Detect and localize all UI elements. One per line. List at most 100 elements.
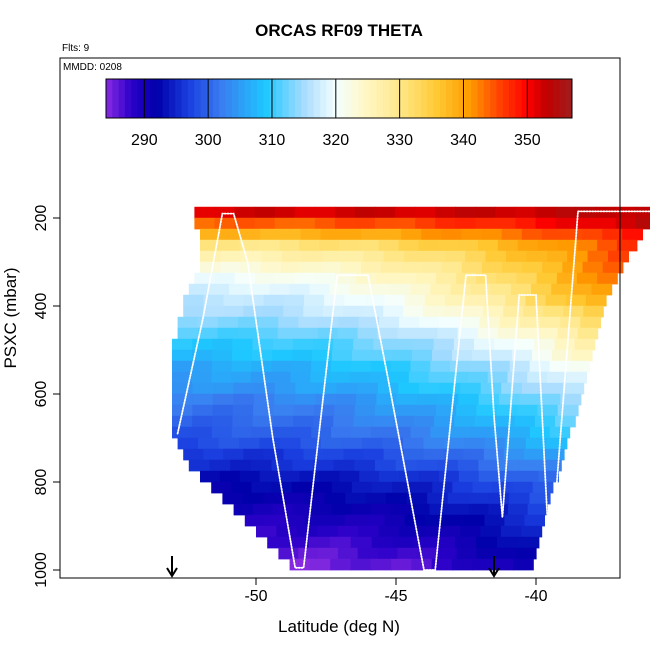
- heatmap-cell: [597, 272, 618, 285]
- heatmap-cell: [444, 250, 466, 263]
- heatmap-cell: [430, 283, 452, 296]
- heatmap-cell: [183, 305, 204, 318]
- heatmap-cell: [391, 558, 412, 571]
- heatmap-cell: [324, 514, 346, 527]
- heatmap-cell: [312, 459, 335, 472]
- colorbar-slice: [294, 79, 302, 118]
- heatmap-cell: [483, 448, 505, 461]
- colorbar-slice: [420, 79, 428, 118]
- heatmap-cell: [364, 514, 386, 527]
- heatmap-cell: [335, 272, 357, 285]
- heatmap-cell: [350, 360, 372, 373]
- heatmap-cell: [443, 305, 464, 318]
- heatmap-cell: [438, 239, 459, 252]
- heatmap-cell: [344, 514, 366, 527]
- heatmap-cell: [397, 547, 418, 560]
- heatmap-cell: [519, 459, 542, 472]
- heatmap-cell: [432, 481, 453, 494]
- heatmap-cell: [552, 349, 573, 362]
- heatmap-cell: [489, 360, 511, 373]
- heatmap-cell: [357, 382, 379, 395]
- heatmap-cell: [602, 228, 623, 241]
- heatmap-cell: [311, 360, 332, 373]
- heatmap-cell: [459, 316, 481, 329]
- heatmap-cell: [556, 272, 578, 285]
- heatmap-cell: [219, 470, 241, 483]
- heatmap-cell: [333, 415, 355, 428]
- heatmap-cell: [234, 217, 256, 230]
- heatmap-cell: [403, 448, 425, 461]
- x-tick-label: -50: [244, 588, 267, 605]
- heatmap-cell: [437, 327, 459, 340]
- heatmap-cell: [514, 338, 535, 351]
- heatmap-cell: [418, 382, 441, 395]
- heatmap-cell: [283, 305, 304, 318]
- heatmap-cell: [389, 371, 410, 384]
- heatmap-cell: [267, 536, 289, 549]
- heatmap-cell: [263, 305, 284, 318]
- heatmap-cell: [233, 393, 255, 406]
- heatmap-cell: [378, 316, 400, 329]
- heatmap-cell: [499, 459, 521, 472]
- heatmap-cell: [253, 393, 275, 406]
- heatmap-cell: [360, 228, 382, 241]
- heatmap-cell: [172, 393, 194, 406]
- heatmap-cell: [464, 437, 486, 450]
- heatmap-cell: [410, 503, 431, 516]
- colorbar-slice: [301, 79, 309, 118]
- heatmap-cell: [496, 547, 517, 560]
- heatmap-cell: [455, 536, 477, 549]
- heatmap-cell: [450, 426, 471, 439]
- heatmap-cell: [546, 437, 568, 450]
- heatmap-cell: [538, 470, 559, 483]
- heatmap-cell: [330, 360, 352, 373]
- heatmap-cell: [532, 349, 553, 362]
- heatmap-cell: [506, 250, 527, 263]
- heatmap-cell: [304, 294, 325, 307]
- heatmap-cell: [370, 360, 392, 373]
- heatmap-cell: [540, 316, 561, 329]
- heatmap-cell: [505, 437, 527, 450]
- colorbar-slice: [276, 79, 283, 118]
- heatmap-cell: [523, 305, 544, 318]
- heatmap-cell: [521, 525, 543, 538]
- colorbar: 290 300 310 320 330 340 350: [105, 78, 573, 149]
- heatmap-cell: [334, 404, 356, 417]
- heatmap-cell: [288, 536, 310, 549]
- heatmap-cell: [419, 316, 440, 329]
- heatmap-cell: [571, 283, 593, 296]
- heatmap-cell: [280, 261, 302, 274]
- heatmap-cell: [309, 283, 331, 296]
- heatmap-cell: [191, 371, 213, 384]
- heatmap-cell: [371, 481, 393, 494]
- y-tick-label: 200: [33, 205, 50, 232]
- heatmap-cell: [518, 470, 540, 483]
- heatmap-cell: [461, 228, 483, 241]
- heatmap-cell: [217, 327, 239, 340]
- heatmap-cell: [259, 239, 281, 252]
- heatmap-cell: [502, 261, 523, 274]
- heatmap-cell: [432, 349, 453, 362]
- heatmap-cell: [535, 217, 557, 230]
- heatmap-cell: [435, 217, 456, 230]
- heatmap-cell: [209, 459, 231, 472]
- heatmap-cell: [200, 250, 221, 263]
- heatmap-cell: [439, 525, 461, 538]
- heatmap-cell: [318, 547, 339, 560]
- heatmap-cell: [549, 360, 570, 373]
- heatmap-cell: [252, 349, 273, 362]
- heatmap-cell: [232, 415, 254, 428]
- heatmap-cell: [260, 228, 282, 241]
- heatmap-cell: [278, 547, 299, 560]
- heatmap-cell: [324, 492, 346, 505]
- heatmap-cell: [377, 327, 399, 340]
- heatmap-cell: [392, 481, 413, 494]
- heatmap-cell: [358, 239, 380, 252]
- heatmap-cell: [497, 536, 519, 549]
- heatmap-cell: [229, 283, 250, 296]
- heatmap-cell: [546, 250, 568, 263]
- heatmap-cell: [339, 470, 360, 483]
- heatmap-cell: [574, 338, 596, 351]
- heatmap-cell: [211, 481, 232, 494]
- colorbar-slice: [339, 79, 346, 118]
